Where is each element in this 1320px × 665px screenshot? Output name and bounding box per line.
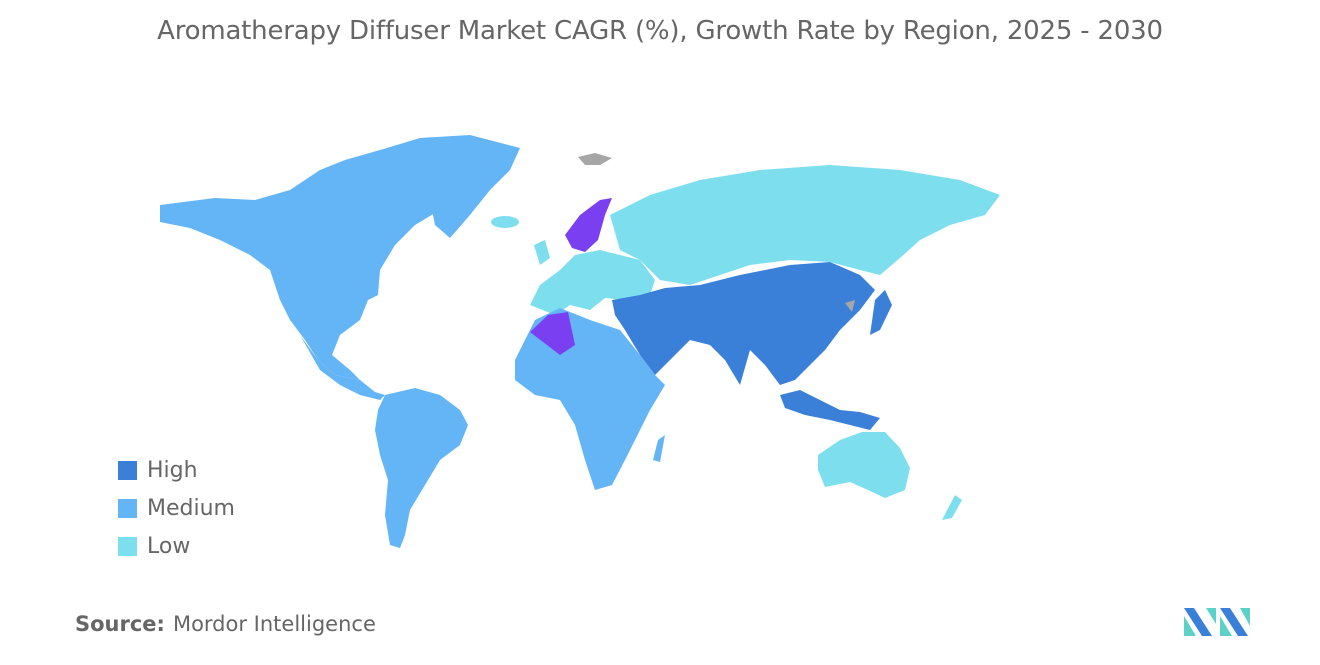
legend-swatch-medium xyxy=(118,498,137,518)
legend: High Medium Low xyxy=(118,451,235,565)
region-south-america xyxy=(375,388,468,548)
region-svalbard xyxy=(578,153,612,165)
source-credit: Source: Mordor Intelligence xyxy=(75,612,376,636)
region-greenland xyxy=(380,135,520,238)
legend-item-low: Low xyxy=(118,527,235,565)
legend-item-medium: Medium xyxy=(118,489,235,527)
region-algeria xyxy=(530,312,575,355)
legend-label: Low xyxy=(147,533,191,559)
region-iceland xyxy=(491,216,519,228)
legend-item-high: High xyxy=(118,451,235,489)
region-uk xyxy=(534,240,550,265)
region-new-zealand xyxy=(942,495,962,520)
legend-label: Medium xyxy=(147,495,235,521)
region-north-korea xyxy=(845,300,855,312)
region-japan xyxy=(870,290,892,335)
legend-swatch-high xyxy=(118,460,137,480)
region-central-america xyxy=(300,335,385,400)
region-russia xyxy=(610,165,1000,285)
mordor-intelligence-logo-icon xyxy=(1184,608,1250,636)
region-asia-high xyxy=(612,262,875,385)
source-prefix: Source: xyxy=(75,612,165,636)
region-north-america xyxy=(160,150,440,380)
region-africa xyxy=(515,308,665,490)
region-australia xyxy=(818,432,910,498)
region-scandinavia xyxy=(565,198,612,252)
region-indonesia xyxy=(780,390,880,430)
legend-swatch-low xyxy=(118,536,137,556)
region-madagascar xyxy=(653,435,665,462)
source-name: Mordor Intelligence xyxy=(172,612,376,636)
chart-title: Aromatherapy Diffuser Market CAGR (%), G… xyxy=(157,16,1163,46)
legend-label: High xyxy=(147,457,198,483)
